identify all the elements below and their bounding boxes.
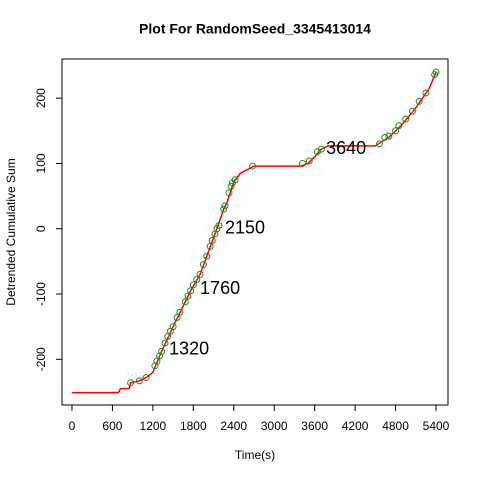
data-point bbox=[402, 115, 410, 123]
data-point bbox=[385, 132, 393, 140]
data-point bbox=[127, 379, 135, 387]
chart-title: Plot For RandomSeed_3345413014 bbox=[139, 21, 371, 37]
data-point bbox=[189, 281, 197, 289]
data-point bbox=[169, 323, 177, 331]
y-tick-label: 100 bbox=[34, 153, 48, 173]
y-tick-label: -100 bbox=[34, 282, 48, 306]
y-tick-label: -200 bbox=[34, 347, 48, 371]
data-point bbox=[305, 157, 313, 165]
data-point bbox=[422, 89, 430, 97]
data-point bbox=[158, 347, 166, 355]
data-point bbox=[231, 176, 239, 184]
data-point bbox=[392, 127, 400, 135]
x-tick-label: 1200 bbox=[140, 419, 167, 433]
data-point bbox=[227, 182, 235, 190]
data-point bbox=[395, 122, 403, 130]
x-tick-label: 2400 bbox=[220, 419, 247, 433]
data-point bbox=[135, 377, 143, 385]
data-point bbox=[215, 221, 223, 229]
data-point bbox=[206, 242, 214, 250]
data-point bbox=[220, 205, 228, 213]
plot-frame bbox=[61, 58, 449, 406]
data-point bbox=[176, 308, 184, 316]
annotation: 1760 bbox=[200, 278, 240, 298]
annotation: 2150 bbox=[225, 217, 265, 237]
x-tick-label: 4200 bbox=[342, 419, 369, 433]
data-point bbox=[156, 352, 164, 360]
annotation: 3640 bbox=[326, 138, 366, 158]
y-axis-label: Detrended Cumulative Sum bbox=[4, 158, 18, 305]
x-tick-label: 600 bbox=[102, 419, 122, 433]
data-point bbox=[225, 189, 233, 197]
x-tick-label: 1800 bbox=[180, 419, 207, 433]
x-tick-label: 3000 bbox=[261, 419, 288, 433]
data-point bbox=[208, 236, 216, 244]
data-point bbox=[203, 252, 211, 260]
data-point bbox=[432, 68, 440, 76]
data-point bbox=[415, 97, 423, 105]
data-point bbox=[151, 362, 159, 370]
data-point bbox=[181, 298, 189, 306]
data-point bbox=[193, 276, 201, 284]
y-tick-label: 0 bbox=[34, 225, 48, 232]
x-tick-label: 4800 bbox=[382, 419, 409, 433]
x-tick-label: 3600 bbox=[301, 419, 328, 433]
y-tick-label: 200 bbox=[34, 88, 48, 108]
annotation: 1320 bbox=[169, 338, 209, 358]
data-point bbox=[375, 140, 383, 148]
data-point bbox=[221, 202, 229, 210]
x-tick-label: 5400 bbox=[423, 419, 450, 433]
data-point bbox=[199, 261, 207, 269]
data-point bbox=[317, 145, 325, 153]
data-point bbox=[381, 133, 389, 141]
data-point bbox=[299, 159, 307, 167]
data-point bbox=[187, 287, 195, 295]
data-point bbox=[249, 162, 257, 170]
x-tick-label: 0 bbox=[69, 419, 76, 433]
data-point bbox=[142, 374, 150, 382]
data-point bbox=[196, 270, 204, 278]
data-point bbox=[161, 339, 169, 347]
x-axis-label: Time(s) bbox=[235, 448, 275, 462]
data-point bbox=[408, 107, 416, 115]
